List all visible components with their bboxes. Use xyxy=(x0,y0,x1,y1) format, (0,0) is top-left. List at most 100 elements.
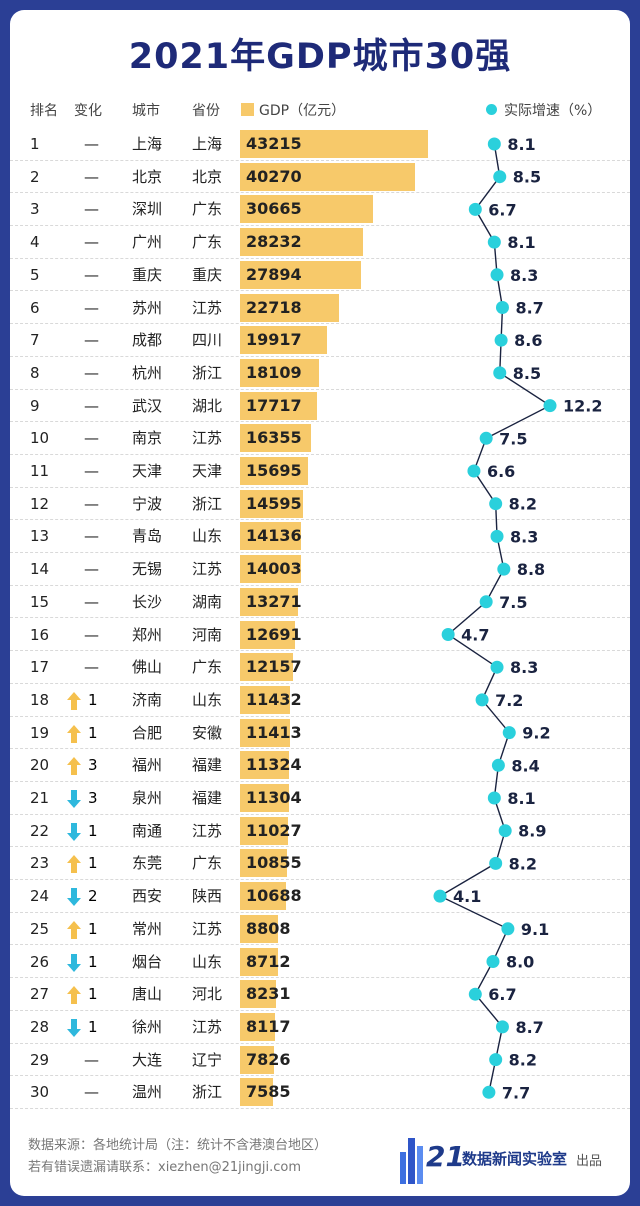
rank-cell: 21 xyxy=(30,789,50,807)
province-cell: 安徽 xyxy=(192,723,223,742)
city-cell: 宁波 xyxy=(132,494,163,513)
header-growth: 实际增速（%） xyxy=(504,103,602,119)
gdp-value-label: 43215 xyxy=(246,134,302,153)
province-cell: 山东 xyxy=(192,952,223,971)
gdp-bar xyxy=(240,620,296,649)
city-cell: 福州 xyxy=(132,756,163,775)
change-cell: 1 xyxy=(88,1017,98,1036)
gdp-value-label: 14136 xyxy=(246,526,302,546)
table-row: 28 1 徐州 江苏 8117 xyxy=(10,1011,630,1044)
city-cell: 上海 xyxy=(132,135,163,153)
city-cell: 烟台 xyxy=(132,952,163,971)
change-cell: 1 xyxy=(88,723,98,742)
gdp-value-label: 13271 xyxy=(246,591,302,611)
gdp-bar xyxy=(240,784,290,812)
table-row: 30 — 温州 浙江 7585 xyxy=(10,1076,630,1109)
gdp-legend-swatch xyxy=(241,103,254,116)
table-row: 14 — 无锡 江苏 14003 xyxy=(10,553,630,586)
change-cell: — xyxy=(84,167,99,186)
gdp-bar xyxy=(240,849,288,878)
gdp-bar xyxy=(240,555,301,584)
gdp-value-label: 11304 xyxy=(246,788,302,807)
change-cell: — xyxy=(84,265,99,284)
province-cell: 福建 xyxy=(192,789,223,807)
change-cell: — xyxy=(84,233,99,252)
gdp-value-label: 17717 xyxy=(246,395,302,415)
gdp-bar xyxy=(240,424,312,453)
rank-down-arrow-icon xyxy=(67,888,81,907)
gdp-value-label: 8231 xyxy=(246,984,291,1004)
city-cell: 广州 xyxy=(132,233,163,252)
change-cell: 1 xyxy=(88,821,98,840)
table-row: 12 — 宁波 浙江 14595 xyxy=(10,488,630,521)
table-row: 2 — 北京 北京 40270 xyxy=(10,161,630,194)
table-row: 18 1 济南 山东 11432 xyxy=(10,684,630,717)
change-cell: — xyxy=(84,462,99,480)
province-cell: 广东 xyxy=(192,233,223,252)
province-cell: 河南 xyxy=(192,625,223,644)
province-cell: 山东 xyxy=(192,527,223,546)
rank-cell: 22 xyxy=(30,821,50,840)
rank-cell: 15 xyxy=(30,592,50,611)
gdp-value-label: 19917 xyxy=(246,330,302,350)
rank-cell: 3 xyxy=(30,200,40,219)
province-cell: 陕西 xyxy=(192,887,223,906)
gdp-bar xyxy=(240,228,363,257)
rank-cell: 6 xyxy=(30,298,40,317)
rank-up-arrow-icon xyxy=(67,724,81,743)
rank-cell: 25 xyxy=(30,919,50,938)
city-cell: 东莞 xyxy=(132,854,163,873)
province-cell: 浙江 xyxy=(192,494,223,513)
city-cell: 南京 xyxy=(132,429,163,448)
gdp-bar xyxy=(240,882,287,911)
city-cell: 长沙 xyxy=(132,592,163,611)
gdp-bar xyxy=(240,162,416,191)
province-cell: 福建 xyxy=(192,756,223,775)
gdp-value-label: 8117 xyxy=(246,1016,291,1036)
gdp-value-label: 7585 xyxy=(246,1082,291,1102)
rank-cell: 13 xyxy=(30,527,50,546)
gdp-value-label: 14595 xyxy=(246,493,302,513)
rank-cell: 20 xyxy=(30,756,50,775)
province-cell: 四川 xyxy=(192,331,223,350)
table-row: 15 — 长沙 湖南 13271 xyxy=(10,586,630,619)
city-cell: 济南 xyxy=(132,690,163,709)
gdp-value-label: 14003 xyxy=(246,559,302,579)
gdp-value-label: 30665 xyxy=(246,199,302,219)
change-cell: — xyxy=(84,625,99,644)
rank-cell: 4 xyxy=(30,233,40,252)
rank-cell: 16 xyxy=(30,625,50,644)
table-row: 20 3 福州 福建 11324 xyxy=(10,749,630,782)
province-cell: 浙江 xyxy=(192,1083,223,1102)
growth-legend-dot xyxy=(486,104,497,115)
gdp-bar xyxy=(240,489,304,518)
province-cell: 湖南 xyxy=(192,592,223,611)
gdp-value-label: 10688 xyxy=(246,886,302,906)
city-cell: 郑州 xyxy=(132,625,163,644)
gdp-value-label: 12157 xyxy=(246,657,302,677)
rank-cell: 12 xyxy=(30,494,50,513)
header-gdp: GDP（亿元） xyxy=(259,103,346,119)
rank-cell: 2 xyxy=(30,167,40,186)
gdp-value-label: 7826 xyxy=(246,1049,291,1069)
gdp-bar xyxy=(240,816,288,845)
change-cell: — xyxy=(84,396,99,415)
header-change: 变化 xyxy=(74,103,102,119)
change-cell: — xyxy=(84,429,99,448)
table-row: 22 1 南通 江苏 11027 xyxy=(10,815,630,848)
table-row: 3 — 深圳 广东 30665 xyxy=(10,193,630,227)
rank-cell: 28 xyxy=(30,1017,50,1036)
gdp-bar xyxy=(240,391,318,420)
rank-cell: 17 xyxy=(30,658,50,677)
city-cell: 西安 xyxy=(132,887,163,906)
table-row: 10 — 南京 江苏 16355 xyxy=(10,422,630,455)
gdp-bar xyxy=(240,685,290,714)
gdp-bar xyxy=(240,1045,275,1074)
gdp-bar xyxy=(240,195,374,224)
rank-cell: 1 xyxy=(30,135,40,153)
gdp-value-label: 11413 xyxy=(246,722,302,742)
logo-number: 21 xyxy=(426,1140,465,1173)
change-cell: — xyxy=(84,560,99,579)
change-cell: — xyxy=(84,363,99,382)
gdp-value-label: 12691 xyxy=(246,624,302,644)
